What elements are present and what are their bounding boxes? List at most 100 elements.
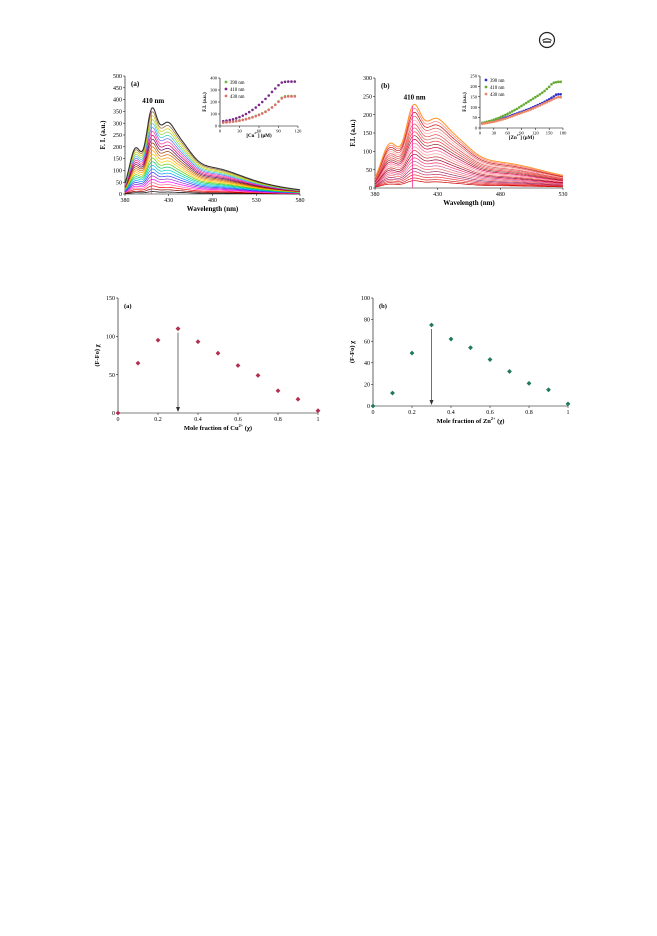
inset-point bbox=[529, 108, 533, 111]
spectrum-line bbox=[124, 168, 301, 194]
inset-point bbox=[552, 81, 556, 84]
data-point bbox=[235, 363, 241, 368]
y-tick-label: 200 bbox=[470, 84, 478, 89]
spectrum-line bbox=[124, 131, 300, 192]
y-tick-label: 150 bbox=[470, 94, 478, 99]
inset-point bbox=[536, 94, 539, 98]
data-point bbox=[135, 360, 141, 366]
inset-point bbox=[260, 100, 264, 104]
spectrum-line bbox=[374, 119, 564, 180]
spectrum-line bbox=[374, 146, 564, 184]
data-point bbox=[275, 388, 281, 394]
inset-point bbox=[251, 108, 254, 112]
x-tick-label: 30 bbox=[492, 131, 497, 136]
spectrum-line bbox=[124, 146, 301, 193]
job-plot-chart-a: 0 0.2 0.4 0.6 0.8 1 0 50 100 150 (a) Mole fraction … bbox=[94, 296, 321, 432]
inset-point bbox=[244, 117, 248, 121]
peak-label: 410 nm bbox=[404, 93, 426, 101]
inset-point bbox=[244, 112, 248, 116]
x-tick-label: 0.4 bbox=[194, 417, 202, 423]
x-tick-label: 0.8 bbox=[274, 417, 282, 423]
inset-point bbox=[550, 96, 553, 100]
x-axis-label: Wavelength (nm) bbox=[187, 205, 239, 213]
inset-point bbox=[267, 94, 271, 97]
legend-marker bbox=[484, 92, 488, 96]
inset-point bbox=[547, 99, 551, 103]
inset-point bbox=[293, 80, 297, 83]
y-tick-label: 60 bbox=[364, 339, 370, 345]
data-point bbox=[546, 387, 551, 393]
inset-point bbox=[501, 117, 505, 121]
spectrum-line bbox=[124, 188, 301, 195]
spectrum-line bbox=[124, 161, 300, 193]
y-tick-label: 100 bbox=[210, 112, 218, 117]
inset-point bbox=[559, 93, 562, 96]
data-point bbox=[429, 322, 434, 328]
y-axis-label: F. I. (a.u.) bbox=[99, 120, 107, 150]
x-tick-label: 0 bbox=[117, 417, 120, 423]
spectrum-line bbox=[124, 179, 300, 194]
inset-point bbox=[559, 80, 562, 84]
x-tick-label: 90 bbox=[276, 129, 281, 134]
inset-point bbox=[231, 120, 235, 123]
legend-marker bbox=[224, 94, 228, 98]
y-tick-label: 40 bbox=[364, 361, 370, 367]
inset-point bbox=[231, 117, 235, 121]
inset-point bbox=[554, 80, 558, 84]
inset-point bbox=[513, 108, 516, 112]
spectrum-line bbox=[124, 138, 301, 192]
spectrum-line bbox=[124, 119, 301, 191]
inset-point bbox=[221, 121, 225, 124]
inset-point bbox=[492, 120, 496, 124]
inset-point bbox=[483, 122, 486, 125]
x-tick-label: 120 bbox=[532, 131, 540, 136]
inset-point bbox=[536, 105, 539, 108]
inset-point bbox=[552, 95, 556, 98]
inset-point bbox=[547, 85, 551, 89]
x-tick-label: 1 bbox=[567, 410, 570, 416]
inset-point bbox=[238, 115, 241, 119]
inset-point bbox=[293, 95, 297, 98]
y-axis-label: F.I. (a.u.) bbox=[349, 119, 357, 147]
y-tick-label: 50 bbox=[116, 180, 122, 186]
y-tick-label: 450 bbox=[113, 86, 122, 92]
inset-y-label: F.I. (a.u.) bbox=[203, 92, 208, 112]
inset-point bbox=[508, 115, 512, 119]
inset-point bbox=[534, 95, 537, 99]
inset-point bbox=[557, 93, 560, 96]
inset-point bbox=[267, 108, 271, 112]
spectrum-line bbox=[374, 127, 564, 181]
data-point bbox=[370, 403, 376, 409]
y-tick-label: 100 bbox=[106, 334, 115, 340]
inset-point bbox=[504, 117, 507, 120]
spectrum-line bbox=[374, 164, 564, 186]
inset-point bbox=[481, 122, 484, 126]
inset-point bbox=[277, 100, 280, 104]
legend-label: 430 nm bbox=[230, 95, 245, 100]
y-tick-label: 500 bbox=[113, 74, 122, 80]
inset-point bbox=[499, 118, 503, 122]
inset-y-label: F.I. (a.u.) bbox=[463, 92, 468, 112]
inset-point bbox=[270, 90, 274, 94]
x-tick-label: 0.6 bbox=[234, 417, 242, 423]
spectrum-line bbox=[374, 168, 563, 186]
spectrum-line bbox=[374, 174, 563, 187]
job-plot-panel-b: 0 0.2 0.4 0.6 0.8 1 0 20 40 60 80 100 (b) Mole fracti… bbox=[345, 290, 585, 440]
y-tick-label: 50 bbox=[109, 373, 115, 379]
inset-point bbox=[517, 112, 521, 115]
inset-point bbox=[515, 107, 519, 111]
legend-marker bbox=[484, 85, 488, 89]
x-tick-label: 430 bbox=[164, 198, 173, 204]
inset-point bbox=[529, 98, 533, 102]
inset-point bbox=[540, 91, 544, 94]
inset-point bbox=[517, 106, 521, 109]
y-tick-label: 150 bbox=[113, 157, 122, 163]
inset-point bbox=[257, 113, 261, 117]
inset-point bbox=[228, 120, 232, 124]
y-tick-label: 20 bbox=[364, 383, 370, 389]
spectrum-line bbox=[124, 115, 301, 191]
x-tick-label: 380 bbox=[371, 192, 380, 198]
spectrum-line bbox=[374, 150, 564, 184]
inset-point bbox=[524, 109, 528, 113]
x-tick-label: 150 bbox=[546, 131, 554, 136]
